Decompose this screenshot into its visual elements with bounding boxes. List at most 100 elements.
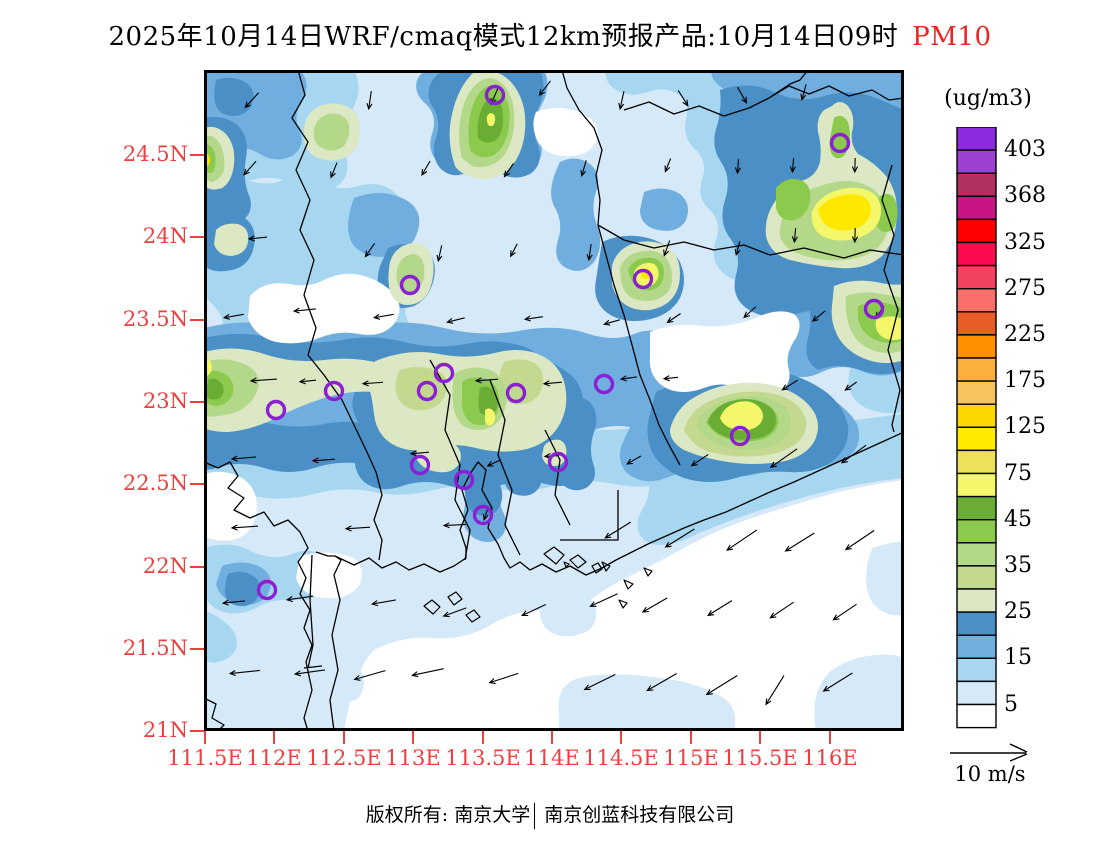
legend-swatch [956, 426, 997, 452]
wind-arrow-icon [442, 522, 467, 529]
lat-tick [190, 401, 204, 403]
city-marker-icon [593, 373, 615, 395]
wind-arrow-icon [221, 599, 245, 606]
wind-arrow-icon [737, 86, 748, 104]
wind-arrow-icon [840, 444, 867, 464]
province-boundaries [291, 70, 904, 561]
copyright-footer: 版权所有: 南京大学 南京创蓝科技有限公司 [0, 800, 1100, 829]
page-title: 2025年10月14日WRF/cmaq模式12km预报产品:10月14日09时 P… [0, 16, 1100, 53]
lon-label: 115.5E [722, 746, 798, 770]
wind-arrow-icon [832, 603, 857, 621]
title-text: 2025年10月14日WRF/cmaq模式12km预报产品:10月14日09时 [108, 22, 899, 52]
city-marker-icon [433, 362, 455, 384]
legend-swatch [956, 127, 997, 151]
legend-swatch [956, 149, 997, 174]
wind-arrow-icon [580, 160, 587, 177]
lon-tick [829, 731, 831, 744]
lon-tick [204, 731, 206, 744]
wind-arrow-icon [421, 160, 431, 177]
lat-label: 24.5N [122, 142, 188, 166]
color-scale-bar [956, 127, 997, 729]
wind-arrow-icon [285, 595, 313, 603]
wind-arrow-icon [765, 675, 785, 706]
city-marker-icon [505, 382, 527, 404]
city-marker-icon [453, 469, 475, 491]
wind-arrow-icon [604, 521, 631, 539]
wind-arrow-icon [411, 668, 444, 678]
lat-label: 21N [142, 718, 188, 742]
lon-label: 113E [385, 746, 441, 770]
wind-arrow-icon [734, 241, 741, 257]
lon-label: 111.5E [167, 746, 243, 770]
legend-swatch [956, 588, 997, 613]
wind-reference: 10 m/s [944, 738, 1044, 798]
lon-label: 114E [524, 746, 580, 770]
lon-tick [482, 731, 484, 744]
wind-arrow-icon [510, 243, 518, 258]
wind-arrow-icon [781, 379, 798, 391]
footer-owner: 版权所有: 南京大学 [365, 804, 531, 826]
wind-arrow-icon [618, 91, 625, 111]
wind-arrow-icon [734, 158, 741, 175]
legend-swatch [956, 218, 997, 244]
city-marker-icon [632, 268, 654, 290]
wind-arrow-icon [370, 599, 396, 607]
wind-arrow-icon [666, 313, 681, 324]
lon-label: 112.5E [306, 746, 382, 770]
legend-swatch [956, 334, 997, 359]
legend-swatch [956, 449, 997, 475]
legend-value: 225 [1004, 322, 1046, 347]
lat-label: 22N [142, 554, 188, 578]
city-marker-icon [729, 425, 751, 447]
wind-reference-label: 10 m/s [954, 762, 1026, 786]
wind-arrow-icon [488, 672, 519, 684]
legend-value: 125 [1004, 414, 1046, 439]
wind-arrow-icon [222, 313, 244, 320]
wind-arrow-icon [851, 227, 858, 244]
wind-arrow-icon [230, 524, 259, 531]
wind-reference-arrow-icon [950, 743, 1028, 762]
lon-tick [759, 731, 761, 744]
legend-value: 175 [1004, 368, 1046, 393]
wind-arrow-icon [800, 84, 807, 101]
wind-arrow-icon [619, 375, 637, 382]
wind-arrow-icon [625, 455, 642, 465]
city-marker-icon [547, 451, 569, 473]
lat-tick [190, 730, 204, 732]
legend-value: 403 [1004, 137, 1046, 162]
wind-arrow-icon [364, 243, 376, 258]
wind-vector-arrows [221, 80, 885, 706]
legend-value: 25 [1004, 599, 1032, 624]
footer-company: 南京创蓝科技有限公司 [544, 804, 735, 826]
lat-label: 24N [142, 224, 188, 248]
wind-arrow-icon [230, 455, 257, 462]
city-marker-icon [256, 579, 278, 601]
wind-arrow-icon [353, 670, 386, 681]
lon-label: 113.5E [445, 746, 521, 770]
wind-arrow-icon [663, 240, 671, 257]
wind-arrow-icon [249, 377, 278, 384]
legend-swatch [956, 703, 997, 729]
lat-tick [190, 483, 204, 485]
legend-swatch [956, 542, 997, 567]
wind-arrow-icon [822, 672, 853, 692]
forecast-map [204, 70, 904, 731]
city-marker-icon [829, 132, 851, 154]
legend-swatch [956, 357, 997, 382]
wind-arrow-icon [521, 604, 547, 617]
city-marker-icon [323, 380, 345, 402]
wind-arrow-icon [851, 157, 858, 174]
lon-tick [343, 731, 345, 744]
legend-value: 275 [1004, 276, 1046, 301]
city-markers [256, 84, 885, 601]
wind-arrow-icon [769, 601, 794, 619]
city-marker-icon [399, 274, 421, 296]
lon-tick [620, 731, 622, 744]
wind-arrow-icon [244, 92, 260, 109]
map-canvas [204, 70, 904, 731]
lat-label: 21.5N [122, 636, 188, 660]
city-marker-icon [416, 380, 438, 402]
wind-arrow-icon [344, 525, 371, 532]
footer-divider [534, 803, 536, 829]
lon-label: 116E [802, 746, 858, 770]
